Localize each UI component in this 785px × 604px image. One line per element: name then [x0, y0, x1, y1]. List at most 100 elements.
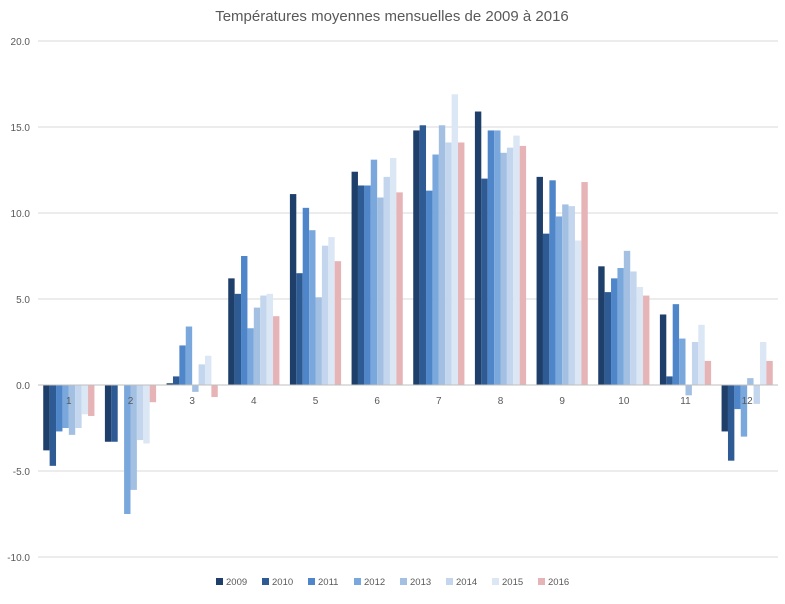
- legend-swatch-2010: [262, 578, 269, 585]
- bar-2012-10: [617, 268, 624, 385]
- bar-2013-2: [130, 385, 137, 490]
- bar-2011-10: [611, 278, 618, 385]
- bar-2011-12: [734, 385, 741, 410]
- y-tick-label: -10.0: [7, 553, 30, 564]
- bar-2016-9: [581, 182, 588, 385]
- x-tick-label: 1: [66, 396, 72, 407]
- bar-2013-7: [438, 125, 446, 385]
- bar-2014-12: [753, 385, 760, 404]
- x-tick-label: 5: [313, 396, 319, 407]
- bar-2010-8: [481, 178, 488, 385]
- y-tick-label: 10.0: [11, 209, 31, 220]
- bar-2011-5: [302, 207, 310, 385]
- bar-2014-9: [568, 206, 575, 385]
- legend-label-2010: 2010: [272, 577, 293, 588]
- y-tick-label: 20.0: [11, 37, 31, 48]
- bar-2011-1: [56, 385, 63, 432]
- bar-2012-7: [432, 154, 439, 385]
- y-tick-label: -5.0: [13, 467, 31, 478]
- bar-2015-11: [698, 324, 705, 385]
- bar-2011-11: [672, 304, 680, 385]
- bar-2016-6: [396, 192, 403, 385]
- bar-2014-3: [198, 364, 205, 385]
- bar-2010-1: [49, 385, 57, 466]
- bar-2014-8: [506, 147, 514, 385]
- bar-2010-2: [111, 385, 118, 442]
- legend-label-2009: 2009: [226, 577, 247, 588]
- bar-2015-1: [81, 385, 89, 415]
- bar-2012-11: [679, 338, 686, 385]
- bar-2013-8: [500, 152, 507, 385]
- legend-swatch-2015: [492, 578, 499, 585]
- bar-2011-9: [549, 180, 556, 385]
- bar-2016-11: [704, 360, 712, 385]
- bar-2013-9: [562, 204, 569, 385]
- bar-2014-4: [260, 295, 267, 385]
- bar-2010-6: [357, 185, 365, 385]
- bar-2016-8: [519, 145, 527, 385]
- x-axis-tick-labels: 1 2 3 4 5 6 7 8 9 10 11 12: [66, 396, 753, 407]
- bar-2015-6: [389, 157, 397, 385]
- bar-2009-12: [721, 385, 728, 432]
- legend-swatch-2016: [538, 578, 545, 585]
- bar-2009-1: [43, 385, 50, 451]
- bar-2015-8: [513, 135, 520, 385]
- x-tick-label: 4: [251, 396, 257, 407]
- x-tick-label: 8: [498, 396, 504, 407]
- bar-2011-7: [426, 190, 433, 385]
- bar-2010-9: [542, 233, 550, 385]
- legend-swatch-2012: [354, 578, 361, 585]
- bar-2012-2: [124, 385, 131, 514]
- legend-label-2011: 2011: [318, 577, 338, 588]
- y-tick-label: 5.0: [16, 295, 30, 306]
- bar-2016-1: [88, 385, 95, 416]
- legend-label-2013: 2013: [410, 577, 431, 588]
- bar-2015-7: [451, 94, 459, 385]
- bar-2016-7: [458, 142, 465, 385]
- bar-2013-3: [192, 385, 199, 392]
- bar-2013-6: [377, 197, 384, 385]
- bar-2011-4: [241, 256, 248, 385]
- x-tick-label: 9: [559, 396, 565, 407]
- bar-2016-3: [211, 385, 218, 398]
- bar-2015-12: [759, 342, 767, 385]
- bar-2009-3: [166, 383, 173, 385]
- legend-label-2015: 2015: [502, 577, 523, 588]
- x-tick-label: 3: [189, 396, 195, 407]
- chart-title: Températures moyennes mensuelles de 2009…: [215, 8, 569, 25]
- bar-2016-4: [273, 316, 280, 385]
- bar-2012-6: [370, 159, 378, 385]
- x-tick-label: 6: [374, 396, 380, 407]
- legend-swatch-2009: [216, 578, 223, 585]
- bar-2010-10: [604, 292, 612, 385]
- bar-2012-8: [494, 130, 501, 385]
- bar-2010-12: [727, 385, 735, 461]
- bar-2014-6: [383, 176, 390, 385]
- bar-2012-9: [555, 216, 563, 385]
- bar-2012-3: [185, 326, 193, 385]
- bar-2009-2: [104, 385, 112, 442]
- legend-label-2014: 2014: [456, 577, 477, 588]
- bar-2010-3: [172, 376, 180, 385]
- bar-2009-9: [536, 176, 543, 385]
- legend-swatch-2013: [400, 578, 407, 585]
- bar-2009-8: [474, 111, 482, 386]
- bars: [43, 94, 773, 514]
- x-tick-label: 10: [618, 396, 630, 407]
- bar-2014-7: [445, 142, 452, 385]
- bar-2014-10: [630, 271, 637, 385]
- bar-2015-3: [204, 355, 212, 385]
- bar-2009-4: [228, 278, 235, 385]
- bar-2011-8: [487, 130, 495, 385]
- x-tick-label: 12: [742, 396, 754, 407]
- legend-swatch-2011: [308, 578, 315, 585]
- bar-2009-7: [413, 130, 420, 385]
- bar-2009-5: [289, 194, 297, 385]
- bar-2016-12: [766, 360, 773, 385]
- bar-2011-6: [364, 185, 371, 385]
- bar-2010-5: [296, 273, 303, 385]
- legend: 2009 2010 2011 2012 2013 2014 2015 2016: [216, 577, 569, 588]
- bar-2012-4: [247, 328, 254, 385]
